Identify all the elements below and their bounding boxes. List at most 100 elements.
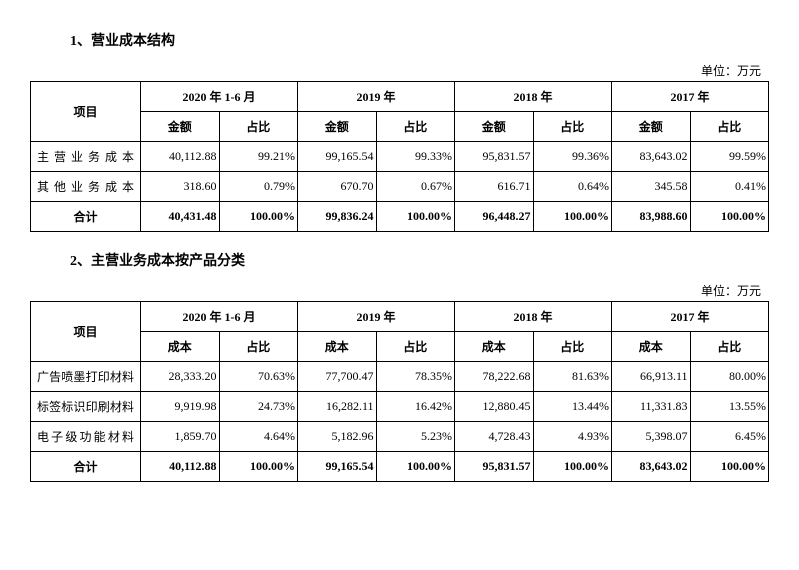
th-item: 项目 bbox=[31, 302, 141, 362]
cell-value: 78.35% bbox=[376, 362, 455, 392]
cell-value: 99.21% bbox=[219, 142, 298, 172]
th-amount: 金额 bbox=[141, 112, 220, 142]
table2-wrap: 项目 2020 年 1-6 月 2019 年 2018 年 2017 年 成本 … bbox=[30, 301, 769, 482]
cell-value: 5.23% bbox=[376, 422, 455, 452]
cell-value: 345.58 bbox=[612, 172, 691, 202]
cell-value: 83,643.02 bbox=[612, 142, 691, 172]
table-row: 标签标识印刷材料9,919.9824.73%16,282.1116.42%12,… bbox=[31, 392, 769, 422]
row-item: 其他业务成本 bbox=[31, 172, 141, 202]
th-amount: 成本 bbox=[298, 332, 377, 362]
total-value: 100.00% bbox=[690, 202, 769, 232]
cell-value: 4.93% bbox=[533, 422, 612, 452]
total-value: 100.00% bbox=[690, 452, 769, 482]
cell-value: 4,728.43 bbox=[455, 422, 534, 452]
table-row: 电子级功能材料1,859.704.64%5,182.965.23%4,728.4… bbox=[31, 422, 769, 452]
th-period-0: 2020 年 1-6 月 bbox=[141, 302, 298, 332]
cell-value: 4.64% bbox=[219, 422, 298, 452]
total-value: 95,831.57 bbox=[455, 452, 534, 482]
row-item: 广告喷墨打印材料 bbox=[31, 362, 141, 392]
cell-value: 99.36% bbox=[533, 142, 612, 172]
cell-value: 13.44% bbox=[533, 392, 612, 422]
cell-value: 0.41% bbox=[690, 172, 769, 202]
cell-value: 0.79% bbox=[219, 172, 298, 202]
total-row: 合计40,431.48100.00%99,836.24100.00%96,448… bbox=[31, 202, 769, 232]
total-label: 合计 bbox=[31, 452, 141, 482]
unit-label-1: 单位：万元 bbox=[30, 62, 761, 79]
product-cost-table: 项目 2020 年 1-6 月 2019 年 2018 年 2017 年 成本 … bbox=[30, 301, 769, 482]
th-amount: 成本 bbox=[141, 332, 220, 362]
cell-value: 99,165.54 bbox=[298, 142, 377, 172]
cell-value: 11,331.83 bbox=[612, 392, 691, 422]
total-value: 100.00% bbox=[219, 202, 298, 232]
th-ratio: 占比 bbox=[219, 112, 298, 142]
cell-value: 24.73% bbox=[219, 392, 298, 422]
th-ratio: 占比 bbox=[690, 332, 769, 362]
th-ratio: 占比 bbox=[690, 112, 769, 142]
total-value: 40,112.88 bbox=[141, 452, 220, 482]
row-item: 电子级功能材料 bbox=[31, 422, 141, 452]
row-item: 标签标识印刷材料 bbox=[31, 392, 141, 422]
total-row: 合计40,112.88100.00%99,165.54100.00%95,831… bbox=[31, 452, 769, 482]
cell-value: 6.45% bbox=[690, 422, 769, 452]
cell-value: 616.71 bbox=[455, 172, 534, 202]
table1-wrap: 项目 2020 年 1-6 月 2019 年 2018 年 2017 年 金额 … bbox=[30, 81, 769, 232]
cell-value: 0.67% bbox=[376, 172, 455, 202]
th-amount: 成本 bbox=[455, 332, 534, 362]
cost-structure-table: 项目 2020 年 1-6 月 2019 年 2018 年 2017 年 金额 … bbox=[30, 81, 769, 232]
cell-value: 77,700.47 bbox=[298, 362, 377, 392]
th-ratio: 占比 bbox=[376, 332, 455, 362]
cell-value: 13.55% bbox=[690, 392, 769, 422]
cell-value: 1,859.70 bbox=[141, 422, 220, 452]
th-period-2: 2018 年 bbox=[455, 82, 612, 112]
cell-value: 78,222.68 bbox=[455, 362, 534, 392]
cell-value: 95,831.57 bbox=[455, 142, 534, 172]
th-amount: 成本 bbox=[612, 332, 691, 362]
total-value: 83,988.60 bbox=[612, 202, 691, 232]
th-period-2: 2018 年 bbox=[455, 302, 612, 332]
cell-value: 9,919.98 bbox=[141, 392, 220, 422]
total-value: 99,165.54 bbox=[298, 452, 377, 482]
cell-value: 16.42% bbox=[376, 392, 455, 422]
th-period-0: 2020 年 1-6 月 bbox=[141, 82, 298, 112]
total-value: 100.00% bbox=[376, 202, 455, 232]
total-value: 100.00% bbox=[219, 452, 298, 482]
cell-value: 670.70 bbox=[298, 172, 377, 202]
section1-title: 1、营业成本结构 bbox=[70, 30, 769, 50]
cell-value: 80.00% bbox=[690, 362, 769, 392]
th-ratio: 占比 bbox=[219, 332, 298, 362]
cell-value: 5,182.96 bbox=[298, 422, 377, 452]
th-ratio: 占比 bbox=[533, 332, 612, 362]
total-value: 40,431.48 bbox=[141, 202, 220, 232]
total-value: 100.00% bbox=[533, 202, 612, 232]
th-period-3: 2017 年 bbox=[612, 302, 769, 332]
total-value: 99,836.24 bbox=[298, 202, 377, 232]
cell-value: 16,282.11 bbox=[298, 392, 377, 422]
th-item: 项目 bbox=[31, 82, 141, 142]
th-amount: 金额 bbox=[298, 112, 377, 142]
cell-value: 81.63% bbox=[533, 362, 612, 392]
table1-body: 主营业务成本40,112.8899.21%99,165.5499.33%95,8… bbox=[31, 142, 769, 232]
th-period-3: 2017 年 bbox=[612, 82, 769, 112]
section2-title: 2、主营业务成本按产品分类 bbox=[70, 250, 769, 270]
table2-body: 广告喷墨打印材料28,333.2070.63%77,700.4778.35%78… bbox=[31, 362, 769, 482]
th-period-1: 2019 年 bbox=[298, 302, 455, 332]
table-row: 其他业务成本318.600.79%670.700.67%616.710.64%3… bbox=[31, 172, 769, 202]
total-value: 83,643.02 bbox=[612, 452, 691, 482]
th-ratio: 占比 bbox=[376, 112, 455, 142]
total-value: 100.00% bbox=[533, 452, 612, 482]
cell-value: 0.64% bbox=[533, 172, 612, 202]
cell-value: 66,913.11 bbox=[612, 362, 691, 392]
th-period-1: 2019 年 bbox=[298, 82, 455, 112]
total-label: 合计 bbox=[31, 202, 141, 232]
cell-value: 12,880.45 bbox=[455, 392, 534, 422]
th-amount: 金额 bbox=[612, 112, 691, 142]
th-amount: 金额 bbox=[455, 112, 534, 142]
cell-value: 5,398.07 bbox=[612, 422, 691, 452]
unit-label-2: 单位：万元 bbox=[30, 282, 761, 299]
cell-value: 40,112.88 bbox=[141, 142, 220, 172]
total-value: 96,448.27 bbox=[455, 202, 534, 232]
th-ratio: 占比 bbox=[533, 112, 612, 142]
table-row: 主营业务成本40,112.8899.21%99,165.5499.33%95,8… bbox=[31, 142, 769, 172]
row-item: 主营业务成本 bbox=[31, 142, 141, 172]
table-row: 广告喷墨打印材料28,333.2070.63%77,700.4778.35%78… bbox=[31, 362, 769, 392]
